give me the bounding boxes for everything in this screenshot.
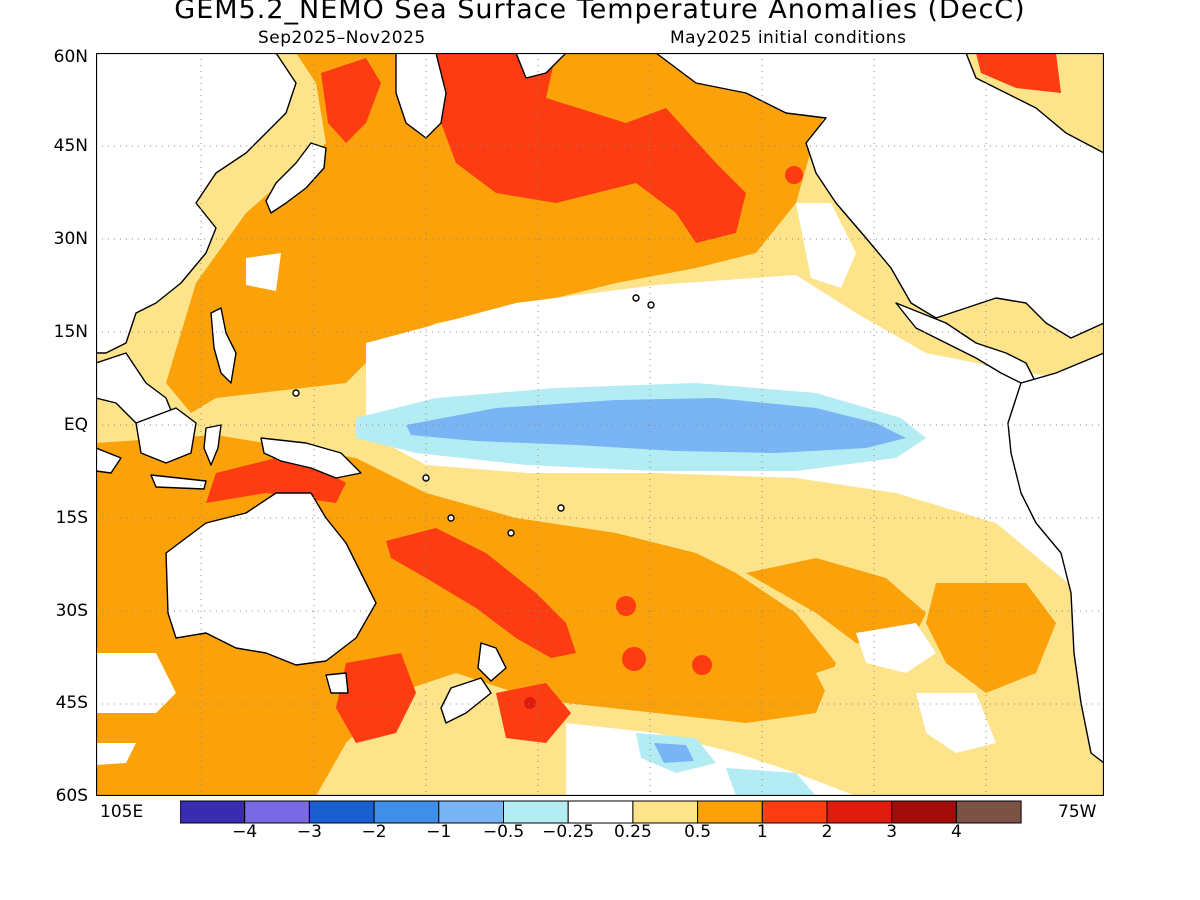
colorbar-swatch: [697, 800, 763, 824]
land-sumatra: [96, 447, 122, 474]
land-japan: [265, 142, 327, 214]
initial-conditions: May2025 initial conditions: [670, 28, 907, 48]
sst-anomaly-map: [96, 53, 1104, 796]
colorbar-tick-label: 4: [950, 822, 962, 842]
colorbar-tick-label: −3: [296, 822, 322, 842]
lon-label-east-edge: 75W: [1058, 802, 1097, 822]
map-frame: [96, 53, 1104, 796]
colorbar-tick-label: −2: [361, 822, 387, 842]
anomaly-region-south-pacific-red: [386, 528, 576, 658]
colorbar-tick-label: −0.5: [482, 822, 525, 842]
lat-label-60n: 60N: [53, 47, 88, 67]
land-south-america: [1007, 352, 1104, 764]
colorbar-tick-label: 3: [886, 822, 898, 842]
land-kamchatka: [395, 53, 447, 139]
forecast-period: Sep2025–Nov2025: [258, 28, 426, 48]
colorbar-swatch: [891, 800, 957, 824]
colorbar-tick-label: 0.25: [613, 822, 652, 842]
colorbar-tick-label: 2: [821, 822, 833, 842]
colorbar-tick-label: 0.5: [684, 822, 712, 842]
anomaly-region-cold-tongue-blue: [406, 398, 906, 453]
colorbar-swatch: [244, 800, 310, 824]
colorbar: [180, 800, 1022, 824]
colorbar-tick-label: −4: [232, 822, 258, 842]
land-australia: [165, 492, 377, 666]
colorbar-swatch: [438, 800, 504, 824]
colorbar-tick-label: −0.25: [542, 822, 595, 842]
land-philippines: [210, 307, 237, 384]
land-alaska-canada-usa: [655, 53, 1104, 339]
land-asia: [96, 53, 297, 354]
lat-label-30n: 30N: [53, 229, 88, 249]
lat-label-45s: 45S: [55, 693, 88, 713]
land-new-zealand-south: [440, 677, 492, 724]
land-masses: [96, 53, 1104, 764]
colorbar-tick-label: −1: [426, 822, 452, 842]
land-new-guinea: [260, 437, 362, 479]
colorbar-swatch: [373, 800, 440, 824]
colorbar-tick-label: 1: [756, 822, 768, 842]
lat-label-15n: 15N: [53, 322, 88, 342]
land-sulawesi: [203, 424, 222, 466]
anomaly-region-kuroshio-red: [321, 58, 381, 143]
colorbar-swatch: [308, 800, 375, 824]
colorbar-swatch: [503, 800, 569, 824]
land-borneo: [135, 407, 197, 464]
land-new-zealand-north: [477, 642, 507, 682]
anomaly-region-tasman-red: [336, 653, 416, 743]
land-java: [150, 474, 207, 490]
anomaly-region-bering-red: [976, 53, 1061, 93]
colorbar-swatch: [761, 800, 828, 824]
lat-label-30s: 30S: [55, 601, 88, 621]
lat-label-eq: EQ: [63, 415, 88, 435]
lat-label-45n: 45N: [53, 136, 88, 156]
land-siberia-east: [515, 53, 567, 79]
colorbar-swatch: [955, 800, 1022, 824]
map-gridlines: [96, 53, 1104, 796]
lat-label-60s: 60S: [55, 786, 88, 806]
colorbar-swatch: [567, 800, 634, 824]
colorbar-swatch: [826, 800, 893, 824]
lat-label-15s: 15S: [55, 508, 88, 528]
colorbar-swatch: [180, 800, 246, 824]
colorbar-swatch: [632, 800, 699, 824]
land-tasmania: [325, 672, 349, 694]
anomaly-region-north-pacific-red: [436, 53, 746, 243]
lon-label-west-edge: 105E: [100, 802, 144, 822]
map-title: GEM5.2_NEMO Sea Surface Temperature Anom…: [174, 0, 1026, 25]
